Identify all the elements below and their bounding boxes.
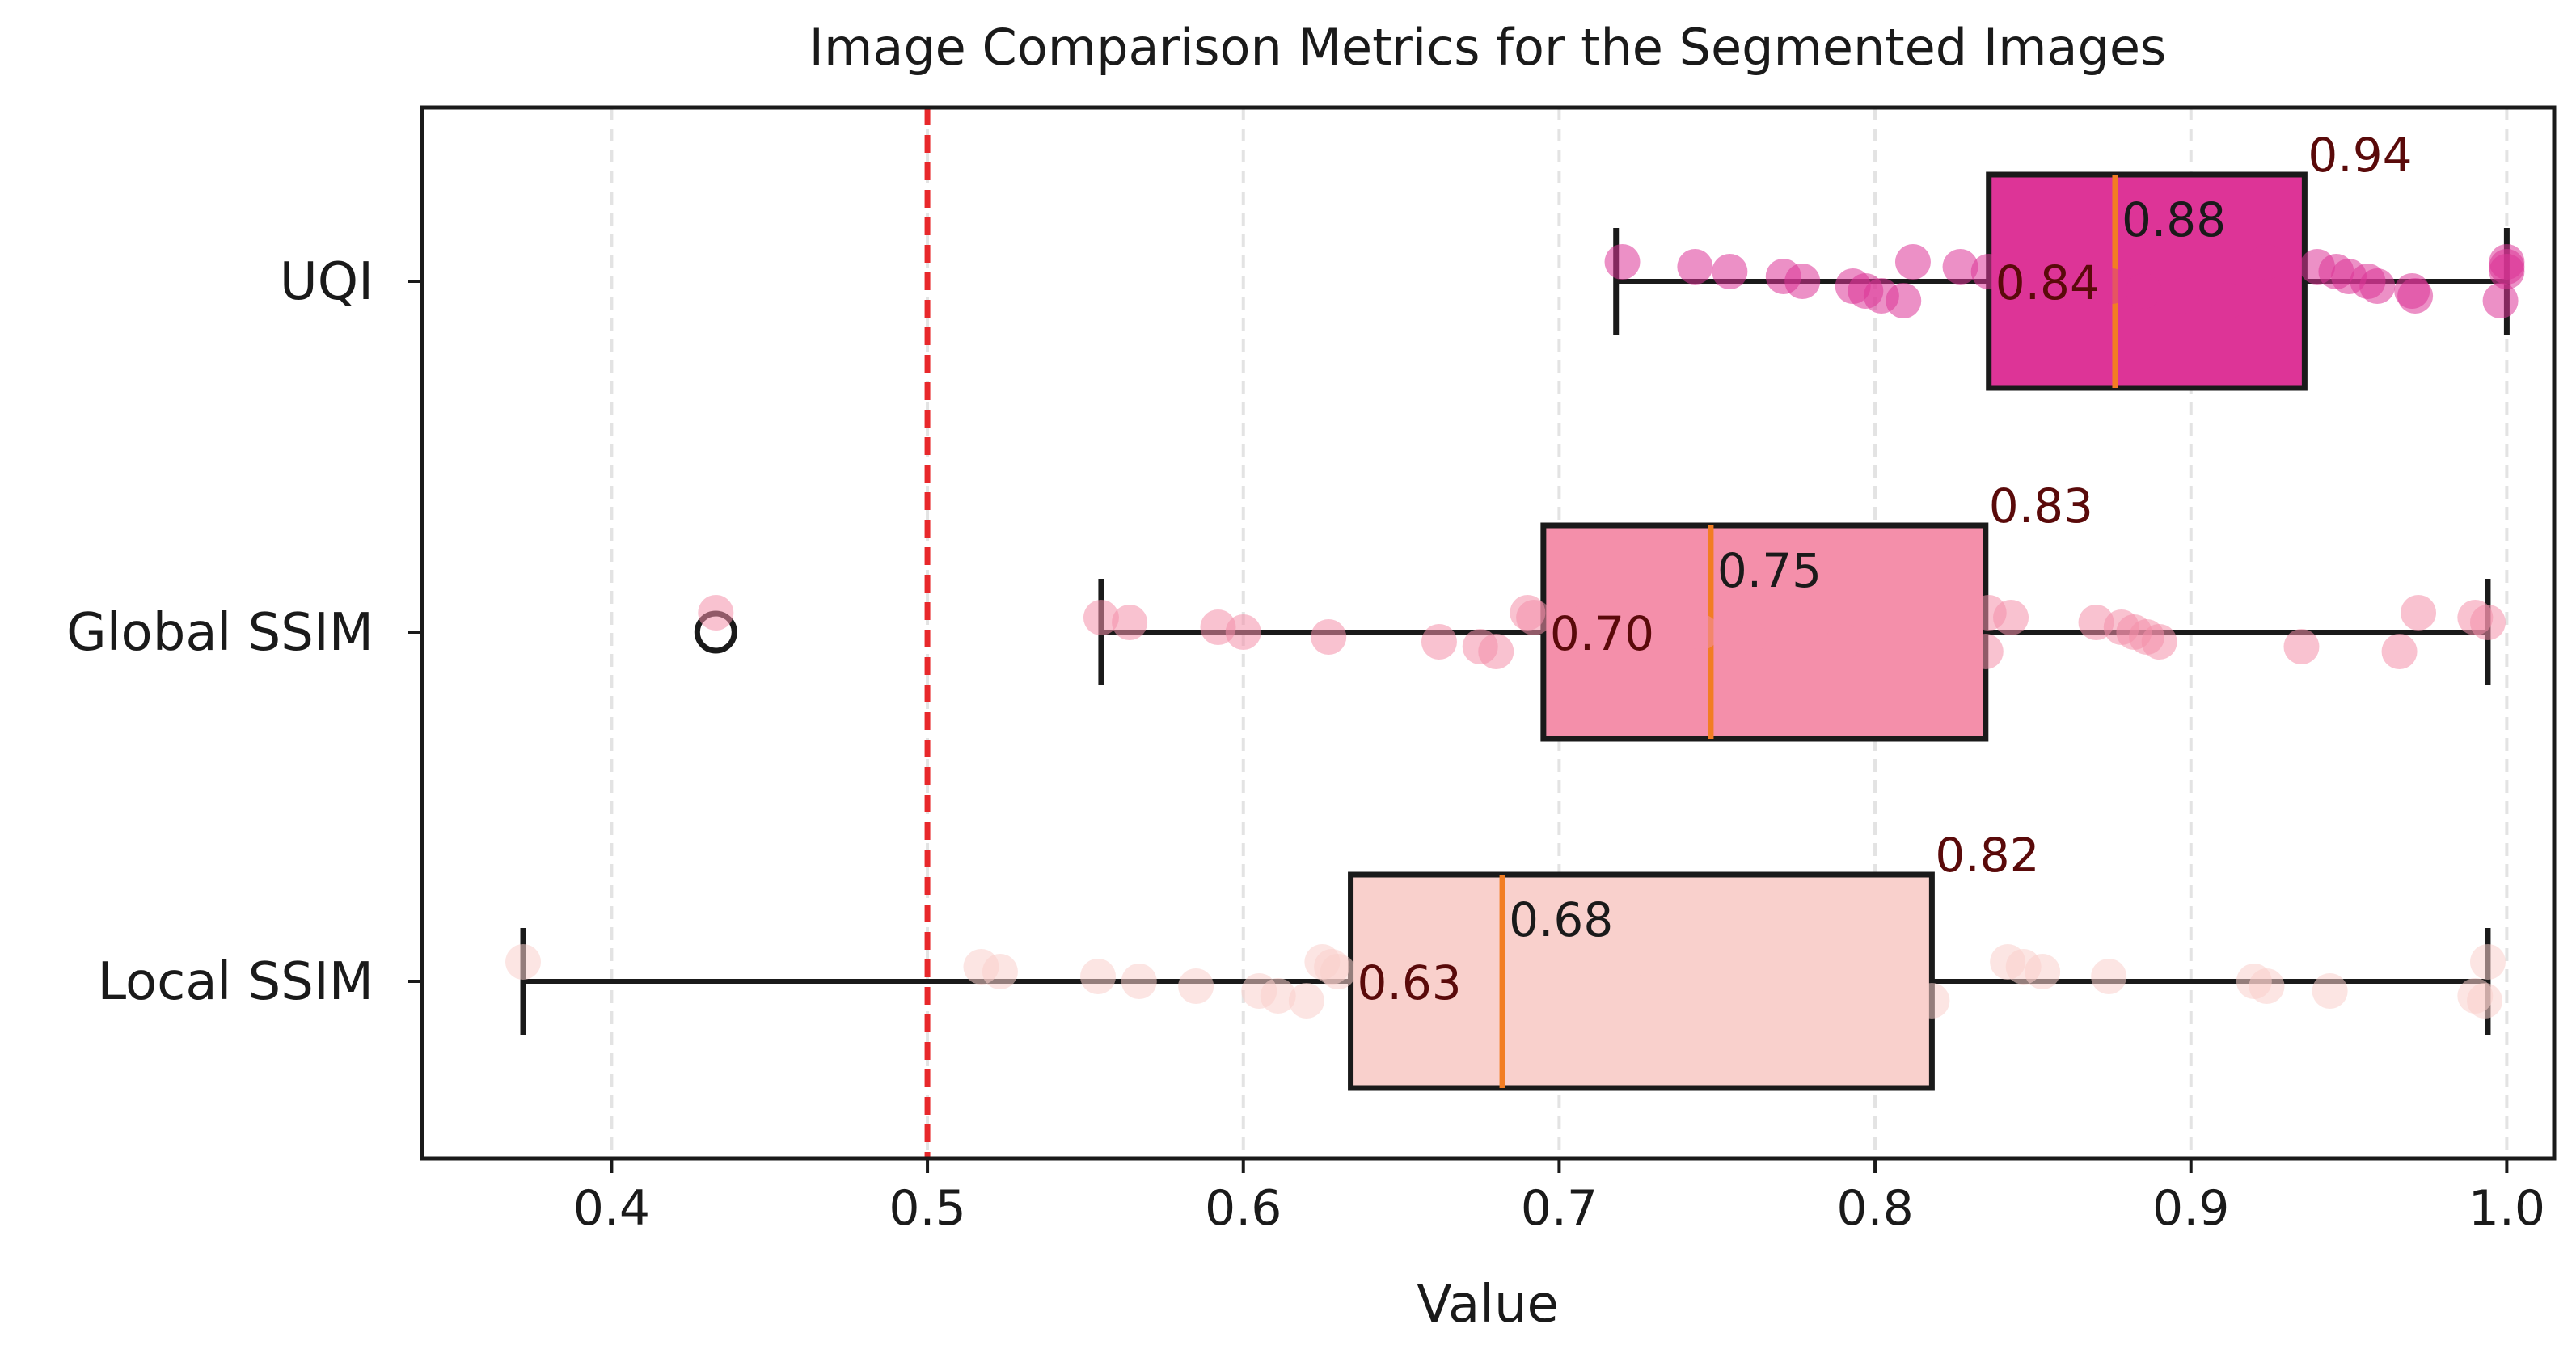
data-point — [1288, 983, 1324, 1018]
data-point — [1889, 629, 1925, 664]
boxes-layer — [520, 171, 2510, 1091]
data-point — [1636, 968, 1672, 1004]
data-point — [1320, 954, 1356, 989]
data-point — [2211, 283, 2247, 318]
data-point — [1604, 244, 1641, 280]
data-point — [2141, 624, 2177, 660]
data-point — [1762, 973, 1798, 1009]
data-point — [1886, 283, 1922, 318]
data-point — [1826, 624, 1861, 660]
data-point — [1225, 614, 1261, 650]
median-label: 0.88 — [2122, 192, 2226, 247]
data-point — [1541, 964, 1577, 999]
data-point — [1080, 959, 1117, 994]
data-point — [2482, 283, 2519, 318]
data-point — [2025, 954, 2061, 989]
data-point — [982, 954, 1018, 989]
points-layer — [505, 244, 2525, 1018]
x-tick-label: 0.8 — [1836, 1180, 1913, 1237]
data-point — [1516, 600, 1552, 635]
data-point — [1942, 249, 1978, 285]
q1-label: 0.70 — [1550, 606, 1654, 661]
chart-title: Image Comparison Metrics for the Segment… — [809, 18, 2167, 77]
data-point — [1993, 600, 2029, 635]
data-point — [2094, 268, 2130, 304]
data-point — [1730, 619, 1767, 655]
data-point — [1121, 964, 1157, 999]
data-point — [1112, 605, 1148, 640]
data-point — [1914, 983, 1950, 1018]
data-point — [2359, 268, 2396, 304]
x-tick-label: 0.7 — [1521, 1180, 1598, 1237]
data-point — [1677, 249, 1713, 285]
data-point — [1970, 254, 2007, 289]
data-point — [1415, 959, 1451, 994]
q3-label: 0.83 — [1989, 479, 2093, 534]
y-axis: UQI Global SSIM Local SSIM — [66, 252, 422, 1012]
q3-label: 0.94 — [2308, 128, 2412, 183]
data-point — [2126, 273, 2162, 309]
data-point — [2015, 259, 2051, 294]
data-point — [2164, 278, 2200, 314]
data-point — [1784, 264, 1821, 299]
q1-label: 0.84 — [1995, 255, 2100, 310]
data-point — [2397, 278, 2434, 314]
x-tick-label: 1.0 — [2468, 1180, 2545, 1237]
x-tick-label: 0.5 — [889, 1180, 965, 1237]
x-axis-label: Value — [1417, 1275, 1559, 1335]
x-tick-label: 0.4 — [573, 1180, 650, 1237]
data-point — [2091, 959, 2127, 994]
data-point — [2249, 244, 2285, 280]
x-tick-label: 0.9 — [2152, 1180, 2229, 1237]
data-point — [1478, 634, 1514, 669]
median-label: 0.68 — [1509, 892, 1613, 947]
data-point — [1260, 978, 1296, 1014]
data-point — [2249, 968, 2285, 1004]
data-point — [1967, 634, 2004, 669]
data-point — [1311, 619, 1347, 655]
category-label: UQI — [280, 252, 374, 312]
category-label: Local SSIM — [97, 952, 374, 1012]
quartile-labels-layer: 0.84 0.88 0.94 0.70 0.75 0.83 0.63 0.68 0.82 — [1358, 128, 2413, 1010]
data-point — [2283, 629, 2320, 664]
data-point — [1604, 609, 1641, 645]
data-point — [2312, 973, 2348, 1009]
data-point — [1178, 968, 1214, 1004]
data-point — [1566, 605, 1603, 640]
data-point — [2469, 605, 2506, 640]
data-point — [2467, 983, 2503, 1018]
data-point — [1683, 614, 1720, 650]
median-label: 0.75 — [1717, 543, 1822, 598]
data-point — [698, 595, 734, 630]
data-point — [1894, 244, 1931, 280]
data-point — [1083, 600, 1119, 635]
q1-label: 0.63 — [1358, 955, 1462, 1010]
x-tick-label: 0.6 — [1205, 1180, 1282, 1237]
data-point — [1712, 254, 1748, 289]
data-point — [2469, 944, 2506, 980]
q3-label: 0.82 — [1935, 828, 2039, 883]
data-point — [2489, 254, 2525, 289]
data-point — [505, 944, 542, 980]
data-point — [1421, 624, 1457, 660]
data-point — [2401, 595, 2437, 630]
category-label: Global SSIM — [66, 603, 374, 663]
data-point — [2381, 634, 2418, 669]
x-axis: 0.4 0.5 0.6 0.7 0.8 0.9 1.0 — [573, 1158, 2545, 1237]
